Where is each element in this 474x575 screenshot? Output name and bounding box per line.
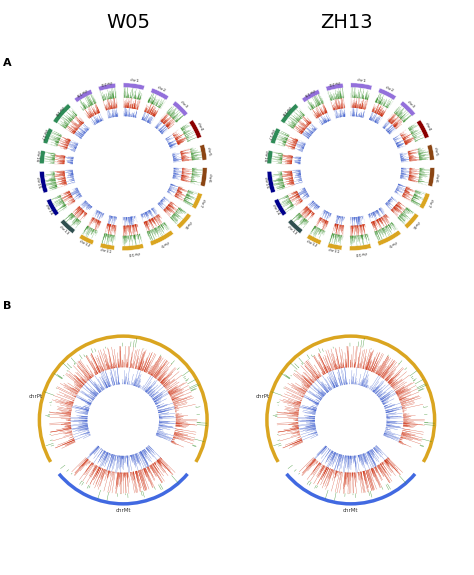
Wedge shape xyxy=(271,128,281,144)
Wedge shape xyxy=(267,150,273,164)
Wedge shape xyxy=(200,144,207,160)
Wedge shape xyxy=(189,120,201,139)
Wedge shape xyxy=(122,244,144,251)
Wedge shape xyxy=(288,219,303,233)
Text: chr18: chr18 xyxy=(53,104,64,116)
Text: chrPt: chrPt xyxy=(29,394,43,399)
Wedge shape xyxy=(281,104,299,124)
Text: chr6: chr6 xyxy=(434,172,439,183)
Text: chr13: chr13 xyxy=(59,224,70,236)
Circle shape xyxy=(73,116,174,217)
Wedge shape xyxy=(378,88,396,100)
Wedge shape xyxy=(123,83,145,90)
Text: chr7: chr7 xyxy=(425,198,433,208)
Text: chr1: chr1 xyxy=(129,79,139,84)
Wedge shape xyxy=(60,219,75,233)
Wedge shape xyxy=(150,230,173,246)
Text: chr20: chr20 xyxy=(100,79,113,85)
Text: chr18: chr18 xyxy=(280,104,291,116)
Wedge shape xyxy=(173,101,188,116)
Text: chr16: chr16 xyxy=(262,150,268,163)
Wedge shape xyxy=(326,83,343,91)
Wedge shape xyxy=(274,198,287,216)
Text: chr11: chr11 xyxy=(100,248,113,255)
Text: chr2: chr2 xyxy=(384,86,394,93)
Wedge shape xyxy=(377,230,401,246)
Text: chr1: chr1 xyxy=(357,79,367,84)
Wedge shape xyxy=(100,243,115,250)
Text: ZH13: ZH13 xyxy=(319,13,373,33)
Text: chr20: chr20 xyxy=(327,79,340,85)
Text: chr9: chr9 xyxy=(159,239,169,247)
Text: chr11: chr11 xyxy=(328,248,340,255)
Text: chrMt: chrMt xyxy=(116,508,131,513)
Text: W05: W05 xyxy=(106,13,150,33)
Text: chr13: chr13 xyxy=(286,224,298,236)
Text: chr15: chr15 xyxy=(35,177,42,190)
Text: chr5: chr5 xyxy=(433,147,438,157)
Text: chr12: chr12 xyxy=(78,239,91,248)
Wedge shape xyxy=(79,234,94,245)
Text: chr7: chr7 xyxy=(198,198,206,208)
Wedge shape xyxy=(191,193,202,209)
Wedge shape xyxy=(177,213,191,229)
Text: chr14: chr14 xyxy=(44,204,53,216)
Text: chr8: chr8 xyxy=(410,219,420,229)
Wedge shape xyxy=(427,144,434,160)
Text: chr10: chr10 xyxy=(355,250,367,255)
Text: chr3: chr3 xyxy=(179,100,189,110)
Wedge shape xyxy=(39,171,48,193)
Wedge shape xyxy=(302,90,320,102)
Text: chrPt: chrPt xyxy=(256,394,270,399)
Text: chr14: chr14 xyxy=(271,204,281,216)
Text: chr17: chr17 xyxy=(266,128,275,141)
Text: B: B xyxy=(3,301,12,311)
Wedge shape xyxy=(428,168,435,187)
Text: chr10: chr10 xyxy=(127,250,140,255)
Wedge shape xyxy=(98,83,116,91)
Wedge shape xyxy=(307,234,322,245)
Wedge shape xyxy=(328,243,342,250)
Circle shape xyxy=(300,116,401,217)
Wedge shape xyxy=(267,171,275,193)
Text: chr3: chr3 xyxy=(406,100,416,110)
Wedge shape xyxy=(400,101,416,116)
Text: chrMt: chrMt xyxy=(343,508,358,513)
Wedge shape xyxy=(419,193,430,209)
Text: chr17: chr17 xyxy=(39,128,47,141)
Wedge shape xyxy=(351,83,372,90)
Text: chr15: chr15 xyxy=(263,177,269,190)
Wedge shape xyxy=(46,198,59,216)
Wedge shape xyxy=(53,104,71,124)
Text: chr4: chr4 xyxy=(423,122,431,132)
Wedge shape xyxy=(43,128,53,144)
Text: chr12: chr12 xyxy=(306,239,319,248)
Text: chr8: chr8 xyxy=(183,219,192,229)
Wedge shape xyxy=(200,168,207,187)
Text: chr2: chr2 xyxy=(156,86,167,93)
Text: chr16: chr16 xyxy=(35,150,40,163)
Text: chr5: chr5 xyxy=(205,147,211,157)
Wedge shape xyxy=(349,244,371,251)
Wedge shape xyxy=(404,213,419,229)
Wedge shape xyxy=(417,120,429,139)
Text: chr9: chr9 xyxy=(386,239,397,247)
Text: chr4: chr4 xyxy=(196,122,204,132)
Text: chr19: chr19 xyxy=(302,87,315,96)
Wedge shape xyxy=(151,88,169,100)
Text: chr6: chr6 xyxy=(206,172,211,183)
Wedge shape xyxy=(39,150,46,164)
Text: chr19: chr19 xyxy=(74,87,87,96)
Text: A: A xyxy=(3,58,12,68)
Wedge shape xyxy=(74,90,92,102)
